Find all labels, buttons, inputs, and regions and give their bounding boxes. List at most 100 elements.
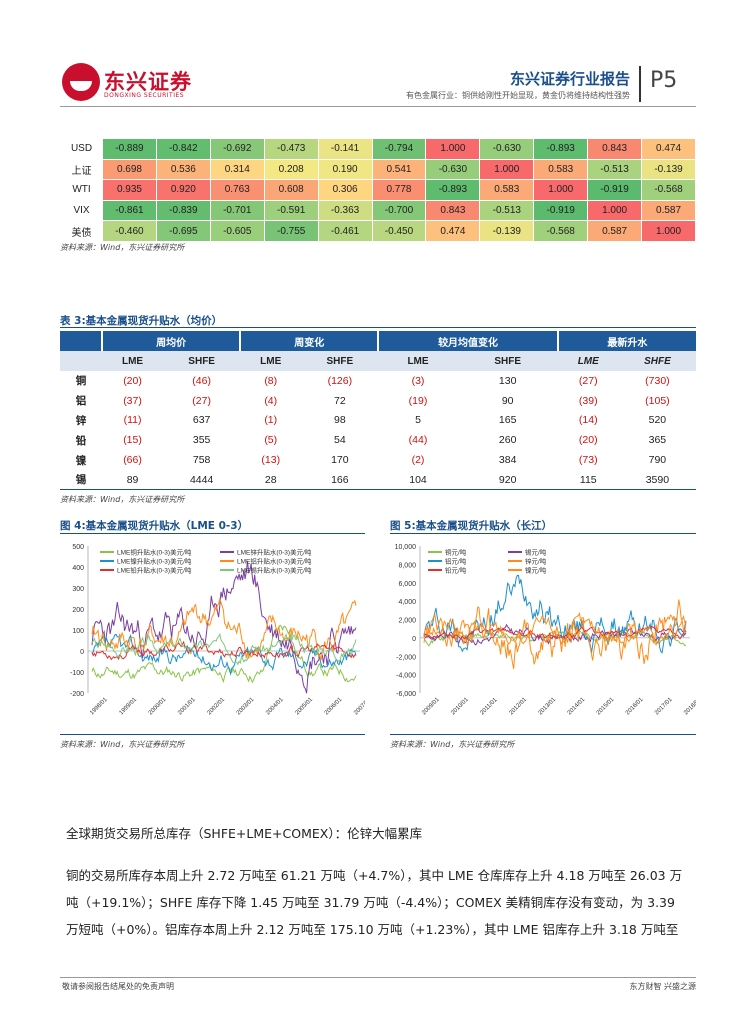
table-cell: (27): [192, 394, 211, 407]
table-cell: (2): [411, 454, 425, 467]
logo-icon: [62, 63, 100, 101]
series-line: [423, 599, 687, 670]
table-cell: 115: [579, 473, 597, 486]
legend-entry: 铅元/吨: [445, 566, 467, 575]
subheader-cell: SHFE: [301, 351, 379, 371]
legend-entry: 锡元/吨: [525, 548, 547, 557]
correlation-cell: -0.450: [371, 220, 427, 242]
x-tick-label: 2013/01: [538, 696, 558, 716]
table-cell: (20): [578, 434, 598, 447]
table-row: 铅 (15) 355 (5) 54 (44) 260 (20) 365: [60, 430, 696, 450]
subheader-cell: LME: [240, 351, 302, 371]
fig4-rule: [60, 533, 365, 534]
correlation-row-label: 上证: [60, 158, 103, 181]
correlation-cell: -0.919: [587, 179, 643, 201]
correlation-cell: -0.630: [425, 158, 481, 181]
table-cell: 637: [192, 414, 211, 427]
paragraph-line-3: 万短吨（+0%）。铝库存本周上升 2.12 万吨至 175.10 万吨（+1.2…: [66, 922, 679, 937]
y-tick-label: 2,000: [398, 618, 416, 625]
x-tick-label: 2001/01: [177, 696, 197, 716]
correlation-cell: 0.608: [263, 179, 319, 201]
correlation-cell: -0.568: [533, 220, 589, 242]
correlation-cell: -0.842: [155, 138, 211, 160]
x-tick-label: 2018/01: [683, 696, 696, 716]
correlation-cell: -0.701: [209, 199, 265, 222]
correlation-cell: 0.306: [317, 179, 373, 201]
correlation-cell: 0.843: [425, 199, 481, 222]
table-cell: 72: [333, 394, 346, 407]
correlation-cell: -0.568: [641, 179, 696, 201]
correlation-row-label: 美债: [60, 220, 103, 242]
correlation-cell: 0.474: [425, 220, 481, 242]
x-tick-label: 1999/01: [119, 696, 139, 716]
x-tick-label: 2003/01: [236, 696, 256, 716]
fig5-source: 资料来源：Wind，东兴证券研究所: [390, 740, 515, 749]
correlation-cell: -0.363: [317, 199, 373, 222]
x-tick-label: 2011/01: [479, 697, 499, 717]
subheader-blank: [60, 351, 102, 371]
correlation-cell: -0.141: [317, 138, 373, 160]
table-cell: (39): [578, 394, 598, 407]
series-line: [91, 561, 357, 694]
correlation-cell: -0.700: [371, 199, 427, 222]
correlation-row: VIX -0.861 -0.839 -0.701 -0.591 -0.363 -0.700 0…: [60, 199, 696, 222]
table-cell: (730): [645, 374, 670, 387]
correlation-cell: 1.000: [533, 179, 589, 201]
metal-label: 铜: [75, 375, 87, 388]
correlation-cell: 1.000: [425, 138, 481, 160]
table-cell: (11): [123, 414, 142, 427]
fig4-source: 资料来源：Wind，东兴证券研究所: [60, 740, 185, 749]
header-divider: [639, 66, 641, 102]
correlation-cell: 0.208: [263, 158, 319, 181]
correlation-cell: 0.536: [155, 158, 211, 181]
table-cell: 355: [192, 434, 211, 447]
table-cell: 166: [331, 473, 349, 486]
x-tick-label: 2016/01: [625, 696, 645, 716]
y-tick-label: 100: [72, 628, 84, 635]
correlation-cell: 0.763: [209, 179, 265, 201]
metal-label: 铝: [75, 395, 87, 408]
table-cell: 5: [415, 414, 421, 427]
y-tick-label: 200: [72, 607, 84, 614]
y-tick-label: -4,000: [396, 673, 416, 680]
x-tick-label: 1998/01: [89, 696, 109, 716]
y-tick-label: 300: [72, 586, 84, 593]
correlation-row-label: USD: [60, 138, 103, 160]
series-line: [91, 632, 357, 666]
table-cell: 54: [333, 434, 346, 447]
correlation-cell: -0.513: [479, 199, 535, 222]
table-cell: 130: [498, 374, 517, 387]
correlation-row: 上证 0.698 0.536 0.314 0.208 0.190 0.541 -0.630 1.…: [60, 158, 696, 181]
table-row: 镍 (66) 758 (13) 170 (2) 384 (73) 790: [60, 450, 696, 470]
legend-entry: 镍元/吨: [525, 566, 547, 575]
y-tick-label: 0: [80, 649, 84, 656]
subheader-cell: LME: [557, 351, 619, 371]
subheader-cell: SHFE: [163, 351, 241, 371]
table-row: 铝 (37) (27) (4) 72 (19) 90 (39) (105): [60, 391, 696, 411]
correlation-cell: -0.591: [263, 199, 319, 222]
correlation-cell: 0.778: [371, 179, 427, 201]
correlation-cell: 1.000: [641, 220, 696, 242]
y-tick-label: -100: [70, 670, 84, 677]
correlation-cell: 0.190: [317, 158, 373, 181]
fig5-rule: [390, 533, 696, 534]
x-tick-label: 2005/01: [295, 696, 315, 716]
correlation-row-label: WTI: [60, 179, 103, 201]
y-tick-label: 8,000: [398, 562, 416, 569]
section-heading: 全球期货交易所总库存（SHFE+LME+COMEX）：伦锌大幅累库: [66, 826, 423, 841]
table-cell: 790: [648, 454, 667, 467]
correlation-cell: -0.889: [102, 138, 157, 160]
table-cell: (5): [264, 434, 278, 447]
group-weekly-avg: 周均价: [100, 331, 241, 351]
y-tick-label: 10,000: [395, 544, 417, 551]
series-line: [423, 574, 687, 654]
table-cell: (14): [578, 414, 598, 427]
table-cell: 170: [331, 454, 349, 467]
correlation-table: USD -0.889 -0.842 -0.692 -0.473 -0.141 -0.794 1…: [60, 138, 696, 242]
table-cell: (46): [192, 374, 211, 387]
correlation-cell: 0.935: [102, 179, 157, 201]
table-cell: 520: [648, 414, 667, 427]
table-cell: (126): [327, 374, 353, 387]
y-tick-label: 6,000: [398, 581, 416, 588]
table-cell: (3): [411, 374, 425, 387]
